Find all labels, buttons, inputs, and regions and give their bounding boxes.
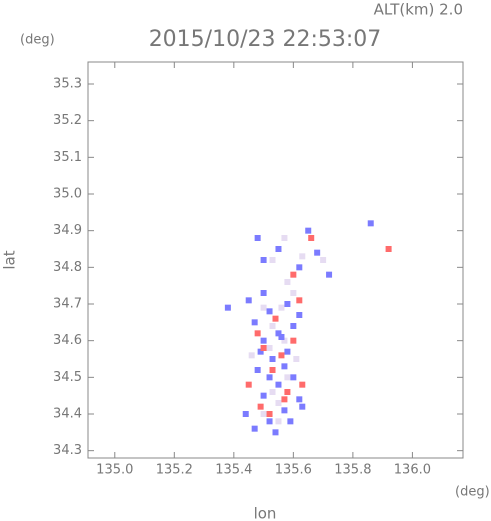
echo-cell	[320, 257, 327, 263]
y-tick-label: 35.3	[53, 77, 82, 92]
echo-cell	[224, 304, 231, 311]
echo-cell	[266, 411, 273, 417]
plot-frame	[87, 61, 464, 459]
y-tick-label: 35.2	[53, 113, 82, 128]
y-tick-label: 35.0	[53, 187, 82, 202]
echo-cell	[260, 345, 267, 351]
echo-cell	[251, 425, 258, 432]
echo-cell	[367, 220, 374, 227]
x-tick-label: 135.0	[96, 463, 133, 478]
echo-cell	[260, 337, 267, 344]
echo-cell	[284, 374, 291, 381]
echo-cell	[269, 323, 276, 329]
echo-cell	[245, 381, 252, 388]
echo-cell	[385, 246, 392, 252]
x-tick-label: 135.2	[156, 463, 193, 478]
echo-cell	[257, 348, 264, 355]
echo-cell	[290, 374, 297, 381]
x-tick-label: 136.0	[394, 463, 431, 478]
echo-cell	[281, 337, 288, 344]
echo-cell	[299, 381, 306, 388]
echo-cell	[266, 374, 273, 381]
echo-cell	[266, 418, 273, 425]
echo-cell	[260, 290, 267, 296]
echo-cell	[284, 348, 291, 355]
y-unit: (deg)	[20, 33, 55, 48]
x-unit: (deg)	[455, 485, 490, 500]
echo-cell	[326, 271, 333, 278]
echo-cell	[284, 301, 291, 307]
echo-cell	[269, 356, 276, 362]
echo-cell	[260, 304, 267, 311]
echo-cell	[296, 312, 303, 318]
x-tick-label: 135.6	[275, 463, 312, 478]
echo-cell	[290, 290, 297, 296]
echo-cell	[260, 392, 267, 399]
echo-cell	[254, 235, 261, 241]
echo-cell	[281, 363, 288, 370]
echo-cell	[275, 418, 282, 425]
echo-cell	[269, 389, 276, 395]
echo-cell	[299, 403, 306, 410]
echo-cell	[275, 246, 282, 252]
y-tick-label: 34.8	[53, 260, 82, 275]
echo-cell	[251, 319, 258, 326]
echo-cell	[296, 396, 303, 403]
echo-cell	[299, 253, 306, 260]
echo-cell	[281, 235, 288, 241]
echo-cell	[272, 429, 279, 436]
echo-cell	[269, 257, 276, 263]
chart-title: 2015/10/23 22:53:07	[149, 27, 382, 52]
echo-cell	[272, 315, 279, 322]
echo-cell	[248, 352, 255, 359]
y-tick-label: 34.7	[53, 297, 82, 312]
y-tick-label: 34.4	[53, 407, 82, 422]
echo-cell	[287, 418, 294, 425]
echo-cell	[296, 264, 303, 271]
altitude: ALT(km) 2.0	[374, 1, 463, 19]
echo-cell	[284, 279, 291, 285]
echo-cell	[275, 381, 282, 388]
echo-cell	[290, 337, 297, 344]
echo-cell	[296, 297, 303, 304]
y-tick-label: 34.6	[53, 333, 82, 348]
echo-cell	[278, 334, 285, 340]
y-tick-label: 34.5	[53, 370, 82, 385]
echo-cell	[245, 297, 252, 304]
y-label: lat	[1, 250, 19, 269]
echo-cell	[314, 249, 321, 256]
echo-cell	[266, 308, 273, 315]
echo-cell	[242, 411, 249, 417]
x-label: lon	[254, 505, 277, 521]
echo-cell	[278, 304, 285, 311]
echo-cell	[260, 257, 267, 263]
echo-cell	[257, 403, 264, 410]
echo-cell	[284, 389, 291, 395]
echo-cell	[278, 352, 285, 359]
echo-cell	[275, 330, 282, 337]
echo-cell	[269, 367, 276, 373]
echo-cell	[275, 400, 282, 406]
y-tick-label: 34.3	[53, 443, 82, 458]
echo-cell	[266, 345, 273, 351]
echo-cell	[260, 411, 267, 417]
echo-cell	[308, 235, 315, 241]
echo-cell	[290, 271, 297, 278]
echo-cell	[290, 323, 297, 329]
y-tick-label: 34.9	[53, 223, 82, 238]
echo-cell	[254, 330, 261, 337]
y-tick-label: 35.1	[53, 150, 82, 165]
echo-cell	[281, 407, 288, 414]
echo-cell	[254, 367, 261, 373]
echo-cell	[281, 396, 288, 403]
echo-cell	[293, 356, 300, 362]
echo-cell	[305, 227, 312, 234]
x-tick-label: 135.8	[334, 463, 371, 478]
x-tick-label: 135.4	[215, 463, 252, 478]
